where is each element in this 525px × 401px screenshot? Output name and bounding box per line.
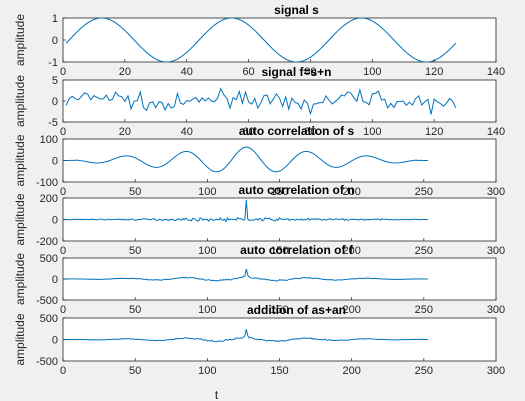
y-axis-label: amplitude xyxy=(13,193,27,245)
series-line xyxy=(64,329,429,343)
x-tick-label: 150 xyxy=(270,245,288,257)
x-tick-label: 100 xyxy=(363,66,381,78)
y-tick-label: 0 xyxy=(52,335,58,347)
x-tick-label: 200 xyxy=(342,304,360,316)
x-tick-label: 100 xyxy=(198,304,216,316)
x-tick-label: 150 xyxy=(270,304,288,316)
y-tick-label: 500 xyxy=(40,253,58,265)
x-tick-label: 200 xyxy=(342,365,360,377)
y-tick-label: -5 xyxy=(48,117,58,129)
series-line xyxy=(65,87,457,116)
x-tick-label: 50 xyxy=(129,365,141,377)
x-tick-label: 0 xyxy=(60,126,66,138)
x-tick-label: 40 xyxy=(181,126,193,138)
x-tick-label: 0 xyxy=(60,365,66,377)
y-axis-label: amplitude xyxy=(13,313,27,365)
x-tick-label: 100 xyxy=(198,245,216,257)
x-tick-label: 250 xyxy=(415,365,433,377)
y-tick-label: 0 xyxy=(52,96,58,108)
subplot-title: auto correlation of s xyxy=(239,124,355,138)
y-tick-label: 200 xyxy=(40,193,58,205)
axes-box xyxy=(62,138,497,183)
x-tick-label: 20 xyxy=(119,66,131,78)
x-tick-label: 0 xyxy=(60,186,66,198)
x-tick-label: 200 xyxy=(342,186,360,198)
y-tick-label: -200 xyxy=(36,236,58,248)
x-tick-label: 80 xyxy=(304,66,316,78)
x-tick-label: 100 xyxy=(363,126,381,138)
subplot-title: auto correlation of f xyxy=(240,243,354,257)
x-tick-label: 0 xyxy=(60,245,66,257)
x-tick-label: 300 xyxy=(487,304,505,316)
x-tick-label: 20 xyxy=(119,126,131,138)
axes-box xyxy=(62,317,497,362)
x-axis-label: t xyxy=(215,388,219,401)
y-tick-label: -100 xyxy=(36,177,58,189)
x-tick-label: 140 xyxy=(487,66,505,78)
y-axis-label: amplitude xyxy=(13,253,27,305)
x-tick-label: 100 xyxy=(198,365,216,377)
subplot-title: signal s xyxy=(274,3,319,17)
y-tick-label: 100 xyxy=(40,134,58,146)
y-axis-label: amplitude xyxy=(13,14,27,66)
y-tick-label: 0 xyxy=(52,274,58,286)
x-tick-label: 150 xyxy=(270,186,288,198)
x-tick-label: 0 xyxy=(60,304,66,316)
series-line xyxy=(65,18,457,62)
subplot-title: addition of as+an xyxy=(247,303,346,317)
subplot-title: signal f=s+n xyxy=(261,65,331,79)
series-line xyxy=(64,146,429,173)
x-tick-label: 120 xyxy=(425,66,443,78)
y-tick-label: -1 xyxy=(48,57,58,69)
y-tick-label: -500 xyxy=(36,295,58,307)
series-line xyxy=(64,268,429,282)
x-tick-label: 250 xyxy=(415,304,433,316)
y-tick-label: -500 xyxy=(36,356,58,368)
x-tick-label: 120 xyxy=(425,126,443,138)
y-tick-label: 500 xyxy=(40,313,58,325)
axes-box xyxy=(62,79,497,123)
x-tick-label: 140 xyxy=(487,126,505,138)
x-tick-label: 300 xyxy=(487,365,505,377)
series-line xyxy=(64,200,429,223)
y-tick-label: 0 xyxy=(52,35,58,47)
y-tick-label: 5 xyxy=(52,75,58,87)
x-tick-label: 200 xyxy=(342,245,360,257)
y-axis-label: amplitude xyxy=(13,134,27,186)
y-axis-label: amplitude xyxy=(13,75,27,127)
x-tick-label: 250 xyxy=(415,186,433,198)
y-tick-label: 0 xyxy=(52,156,58,168)
x-tick-label: 300 xyxy=(487,186,505,198)
x-tick-label: 80 xyxy=(304,126,316,138)
y-tick-label: 0 xyxy=(52,215,58,227)
x-tick-label: 250 xyxy=(415,245,433,257)
x-tick-label: 50 xyxy=(129,245,141,257)
x-tick-label: 300 xyxy=(487,245,505,257)
x-tick-label: 0 xyxy=(60,66,66,78)
x-tick-label: 150 xyxy=(270,365,288,377)
y-tick-label: 1 xyxy=(52,13,58,25)
x-tick-label: 50 xyxy=(129,304,141,316)
x-tick-label: 40 xyxy=(181,66,193,78)
subplot-title: auto correlation of n xyxy=(238,183,354,197)
x-tick-label: 60 xyxy=(242,66,254,78)
x-tick-label: 100 xyxy=(198,186,216,198)
x-tick-label: 60 xyxy=(242,126,254,138)
x-tick-label: 50 xyxy=(129,186,141,198)
